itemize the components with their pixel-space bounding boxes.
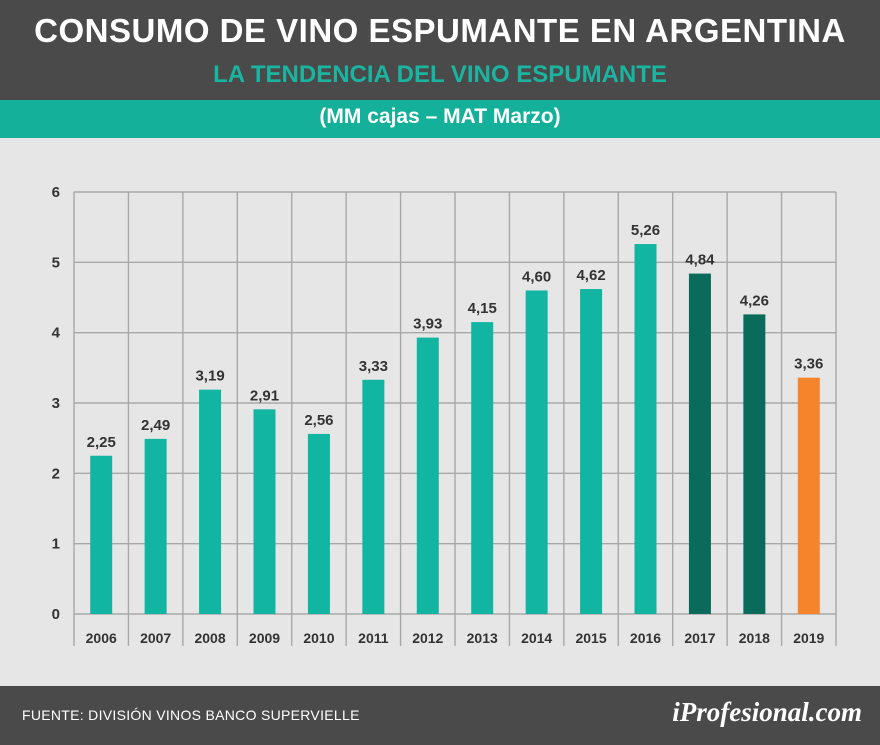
y-tick-label: 3 [52, 395, 60, 412]
bar-2007 [144, 438, 167, 614]
data-label-2011: 3,33 [359, 358, 388, 375]
data-label-2014: 4,60 [522, 268, 551, 285]
bar-2015 [580, 289, 603, 614]
bar-2011 [362, 379, 385, 614]
bar-chart: 0 1 2 3 4 5 6 2,25 2006 2,49 2007 3,19 2008 2,91 2009 2… [52, 184, 837, 646]
data-label-2012: 3,93 [413, 316, 442, 333]
unit-band [0, 100, 880, 138]
x-tick-label-2018: 2018 [739, 630, 770, 646]
data-label-2009: 2,91 [250, 387, 279, 404]
y-tick-label: 4 [52, 325, 61, 342]
bar-2016 [634, 244, 657, 614]
bar-2018 [743, 314, 766, 614]
bar-2013 [471, 322, 494, 614]
footer-band [0, 686, 880, 745]
data-label-2008: 3,19 [195, 368, 224, 385]
x-tick-label-2010: 2010 [303, 630, 334, 646]
y-tick-label: 6 [52, 184, 60, 201]
bar-2006 [90, 455, 113, 614]
data-label-2018: 4,26 [740, 292, 769, 309]
x-tick-label-2016: 2016 [630, 630, 661, 646]
chart-title: CONSUMO DE VINO ESPUMANTE EN ARGENTINA [34, 12, 846, 49]
bar-2012 [416, 337, 439, 614]
iprofesional-logo: iProfesional.com [672, 697, 862, 727]
unit-label: (MM cajas – MAT Marzo) [319, 105, 561, 128]
source-note: FUENTE: DIVISIÓN VINOS BANCO SUPERVIELLE [22, 707, 360, 723]
data-label-2019: 3,36 [794, 356, 823, 373]
data-label-2007: 2,49 [141, 417, 170, 434]
bar-2010 [307, 433, 330, 614]
data-label-2015: 4,62 [576, 267, 605, 284]
bar-2008 [199, 389, 222, 614]
x-tick-label-2009: 2009 [249, 630, 280, 646]
bar-2014 [525, 290, 548, 614]
data-label-2010: 2,56 [304, 412, 333, 429]
x-tick-label-2011: 2011 [358, 630, 389, 646]
x-tick-label-2013: 2013 [467, 630, 498, 646]
y-tick-label: 2 [52, 465, 60, 482]
x-tick-label-2015: 2015 [575, 630, 606, 646]
x-tick-label-2012: 2012 [412, 630, 443, 646]
x-tick-label-2006: 2006 [86, 630, 117, 646]
x-tick-label-2017: 2017 [684, 630, 715, 646]
header-band [0, 0, 880, 100]
data-label-2017: 4,84 [685, 252, 715, 269]
data-label-2016: 5,26 [631, 222, 660, 239]
x-tick-label-2007: 2007 [140, 630, 171, 646]
bar-2019 [797, 377, 820, 614]
x-tick-label-2019: 2019 [793, 630, 824, 646]
y-tick-label: 5 [52, 254, 60, 271]
y-tick-label: 0 [52, 606, 60, 623]
data-label-2013: 4,15 [468, 300, 497, 317]
bar-2017 [688, 273, 711, 614]
bar-2009 [253, 409, 276, 614]
x-tick-label-2014: 2014 [521, 630, 552, 646]
data-label-2006: 2,25 [87, 434, 116, 451]
x-tick-label-2008: 2008 [194, 630, 225, 646]
chart-subtitle: LA TENDENCIA DEL VINO ESPUMANTE [213, 61, 667, 88]
y-tick-label: 1 [52, 536, 60, 553]
